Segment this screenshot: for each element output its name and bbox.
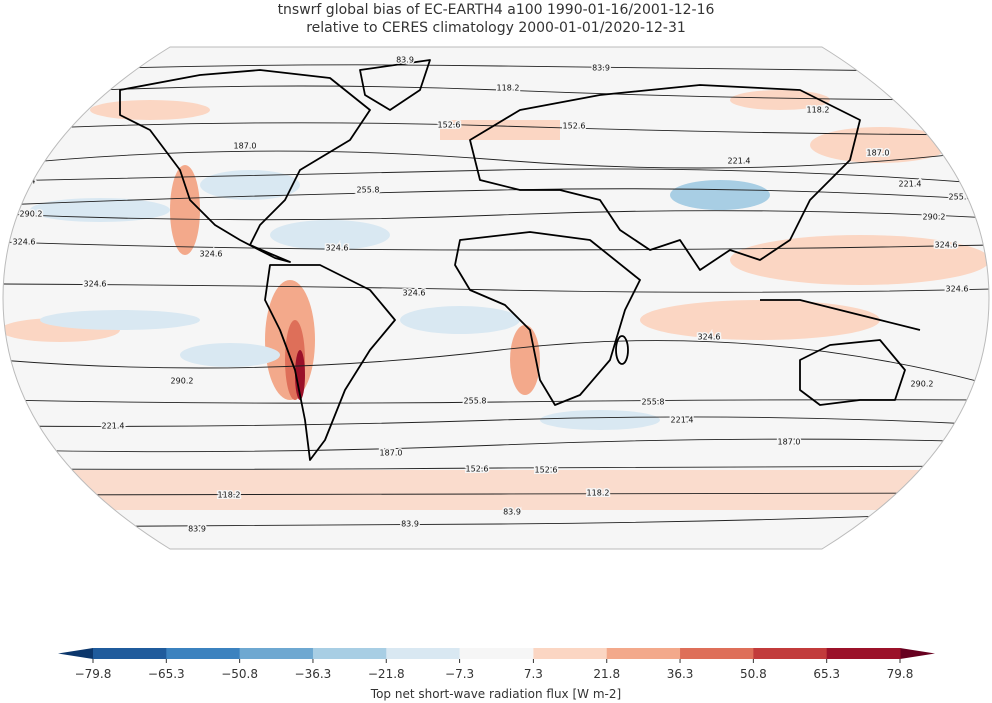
contour-label: 221.4 <box>899 180 922 189</box>
colorbar-bin <box>459 648 534 659</box>
colorbar-bin <box>680 648 754 659</box>
contour-label: 324.6 <box>698 333 721 342</box>
contour-label: 255.8 <box>949 193 972 202</box>
contour-label: 83.9 <box>592 64 610 73</box>
contour-label: 255.8 <box>642 398 665 407</box>
colorbar-tick-label: 65.3 <box>813 667 840 681</box>
contour-label: 324.6 <box>13 238 36 247</box>
contour-label: 83.9 <box>401 520 419 529</box>
contour-label: 221.4 <box>102 422 125 431</box>
contour-label: 290.2 <box>171 377 194 386</box>
colorbar-bin <box>312 648 387 659</box>
coastlines <box>119 59 921 461</box>
contour-label: 221.4 <box>13 177 36 186</box>
colorbar-bin <box>606 648 681 659</box>
contour-label: 255.8 <box>357 186 380 195</box>
contour-label: 152.6 <box>535 466 558 475</box>
colorbar-label: Top net short-wave radiation flux [W m-2… <box>370 687 621 701</box>
contour-label: 324.6 <box>946 285 969 294</box>
colorbar-bin <box>753 648 828 659</box>
contour-label: 118.2 <box>807 106 830 115</box>
contour-label: 324.6 <box>326 244 349 253</box>
map: 83.9 83.9 83.9 83.9 83.9 118.2 118.2 118.2 118.2… <box>3 47 989 549</box>
colorbar-tick-label: −7.3 <box>445 667 474 681</box>
colorbar-bin <box>533 648 608 659</box>
colorbar-bin <box>826 648 901 659</box>
contour-label: 290.2 <box>923 213 946 222</box>
contour-label: 255.8 <box>464 397 487 406</box>
contour-label: 221.4 <box>728 157 751 166</box>
contour-label: 152.6 <box>466 465 489 474</box>
contour-label: 118.2 <box>497 84 520 93</box>
title-line: tnswrf global bias of EC-EARTH4 a100 199… <box>278 2 715 18</box>
contour-label: 221.4 <box>671 416 694 425</box>
contour-label: 324.6 <box>84 280 107 289</box>
bias-field <box>3 90 989 510</box>
colorbar: −79.8 −65.3 −50.8 −36.3 −21.8 −7.3 7.3 21.8 36.3… <box>58 648 935 701</box>
colorbar-tick-label: −79.8 <box>75 667 112 681</box>
contour-label: 118.2 <box>587 489 610 498</box>
contour-label: 83.9 <box>503 508 521 517</box>
contour-label: 152.6 <box>438 121 461 130</box>
contour-label: 324.6 <box>403 289 426 298</box>
contour-label: 290.2 <box>911 380 934 389</box>
contour-label: 152.6 <box>563 122 586 131</box>
colorbar-tick-label: −50.8 <box>221 667 258 681</box>
colorbar-bin <box>166 648 241 659</box>
colorbar-bin <box>239 648 314 659</box>
colorbar-extend-low <box>58 648 93 659</box>
map-frame <box>2 46 990 550</box>
contour-label: 118.2 <box>218 491 241 500</box>
colorbar-tick-label: −21.8 <box>368 667 405 681</box>
colorbar-tick-label: 50.8 <box>740 667 767 681</box>
contours <box>3 64 989 528</box>
contour-label: 83.9 <box>396 56 414 65</box>
contour-label: 187.0 <box>234 142 257 151</box>
colorbar-bin <box>386 648 461 659</box>
colorbar-tick-label: 7.3 <box>524 667 543 681</box>
contour-label: 290.2 <box>20 210 43 219</box>
contour-labels: 83.9 83.9 83.9 83.9 83.9 118.2 118.2 118.2 118.2… <box>11 54 973 535</box>
colorbar-bin <box>93 648 167 659</box>
contour-label: 324.6 <box>935 241 958 250</box>
contour-label: 83.9 <box>188 525 206 534</box>
colorbar-tick-label: −65.3 <box>148 667 185 681</box>
contour-label: 187.0 <box>867 149 890 158</box>
colorbar-tick-label: 21.8 <box>593 667 620 681</box>
colorbar-tick-label: −36.3 <box>295 667 332 681</box>
contour-label: 324.6 <box>200 250 223 259</box>
colorbar-extend-high <box>900 648 935 659</box>
colorbar-tick-label: 79.8 <box>887 667 914 681</box>
contour-label: 187.0 <box>778 438 801 447</box>
title-line: relative to CERES climatology 2000-01-01… <box>306 20 686 36</box>
colorbar-tick-label: 36.3 <box>667 667 694 681</box>
contour-label: 187.0 <box>380 449 403 458</box>
